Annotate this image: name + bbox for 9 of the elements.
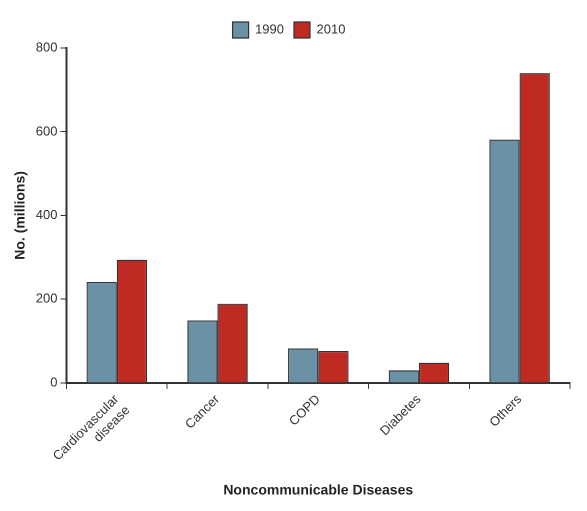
y-tick-label: 800 <box>36 40 58 55</box>
y-tick-label: 200 <box>36 290 58 306</box>
legend-label: 1990 <box>255 22 284 37</box>
y-tick-label: 400 <box>36 206 58 222</box>
legend-label: 2010 <box>316 22 346 37</box>
y-axis-title: No. (millions) <box>11 171 28 260</box>
x-axis-title: Noncommunicable Diseases <box>223 481 414 498</box>
y-tick-label: 600 <box>36 123 58 138</box>
y-tick-label: 0 <box>50 374 58 390</box>
